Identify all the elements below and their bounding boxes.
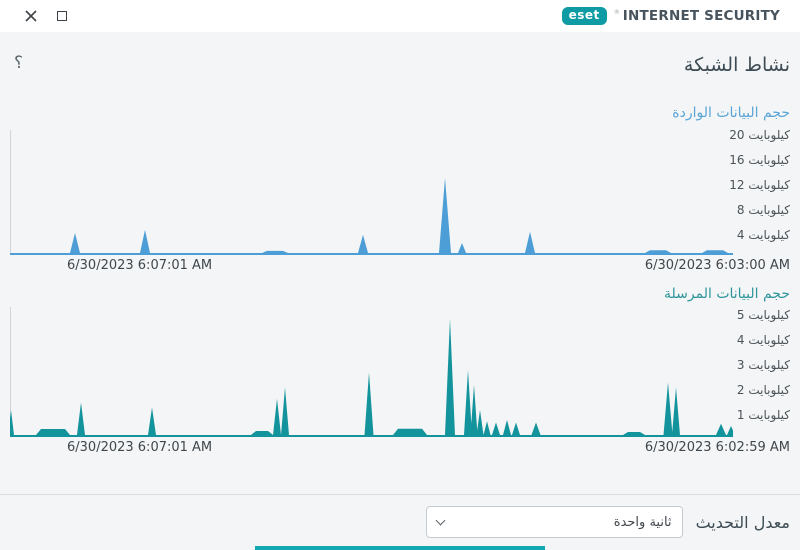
x-axis-end-time: 6/30/2023 6:02:59 AM bbox=[644, 440, 790, 455]
incoming-chart-y-axis-labels: 20 كيلوبايت 16 كيلوبايت 12 كيلوبايت 8 كيلوب… bbox=[729, 128, 790, 255]
bottom-accent-bar bbox=[255, 546, 545, 550]
sent-chart-x-axis: 6/30/2023 6:07:01 AM 6/30/2023 6:02:59 A… bbox=[67, 440, 790, 456]
close-button[interactable] bbox=[24, 9, 38, 23]
sent-data-section: حجم البيانات المرسلة 5 كيلوبايت 4 كيلوباي… bbox=[10, 286, 790, 456]
x-axis-start-time: 6/30/2023 6:07:01 AM bbox=[67, 440, 213, 455]
chevron-down-icon bbox=[435, 515, 446, 526]
incoming-chart-title: حجم البيانات الواردة bbox=[672, 105, 790, 121]
sent-chart-plot-area bbox=[10, 307, 733, 437]
registered-mark: ® bbox=[613, 9, 620, 16]
refresh-rate-label: معدل التحديث bbox=[695, 512, 790, 532]
y-axis-tick-label: 1 كيلوبايت bbox=[736, 408, 790, 422]
help-icon[interactable]: ؟ bbox=[10, 53, 27, 73]
x-axis-start-time: 6/30/2023 6:07:01 AM bbox=[67, 258, 213, 273]
y-axis-tick-label: 3 كيلوبايت bbox=[736, 358, 790, 372]
footer: معدل التحديث ثانية واحدة bbox=[0, 494, 800, 550]
content-area: نشاط الشبكة ؟ حجم البيانات الواردة 20 كي… bbox=[0, 52, 800, 456]
y-axis-tick-label: 2 كيلوبايت bbox=[736, 383, 790, 397]
eset-logo-text: eset bbox=[568, 8, 600, 22]
incoming-chart-plot-area bbox=[10, 130, 733, 255]
close-icon bbox=[25, 10, 37, 22]
maximize-button[interactable] bbox=[55, 9, 69, 23]
y-axis-tick-label: 8 كيلوبايت bbox=[736, 203, 790, 217]
x-axis-end-time: 6/30/2023 6:03:00 AM bbox=[644, 258, 790, 273]
y-axis-tick-label: 4 كيلوبايت bbox=[736, 333, 790, 347]
eset-logo: eset bbox=[561, 7, 607, 25]
sent-chart-title: حجم البيانات المرسلة bbox=[664, 286, 790, 302]
refresh-rate-value: ثانية واحدة bbox=[613, 514, 672, 530]
brand: eset ® INTERNET SECURITY bbox=[561, 7, 780, 25]
sent-data-chart: 5 كيلوبايت 4 كيلوبايت 3 كيلوبايت 2 كيلوبايت… bbox=[10, 307, 790, 437]
y-axis-tick-label: 20 كيلوبايت bbox=[729, 128, 790, 142]
window-controls bbox=[24, 9, 69, 23]
sent-chart-y-axis-labels: 5 كيلوبايت 4 كيلوبايت 3 كيلوبايت 2 كيلوبايت… bbox=[733, 307, 790, 437]
page-header: نشاط الشبكة ؟ bbox=[10, 52, 790, 80]
maximize-icon bbox=[57, 11, 67, 21]
incoming-data-chart: 20 كيلوبايت 16 كيلوبايت 12 كيلوبايت 8 كيلوب… bbox=[10, 128, 790, 255]
y-axis-tick-label: 4 كيلوبايت bbox=[736, 228, 790, 242]
refresh-rate-select[interactable]: ثانية واحدة bbox=[425, 506, 683, 538]
y-axis-tick-label: 12 كيلوبايت bbox=[729, 178, 790, 192]
y-axis-tick-label: 16 كيلوبايت bbox=[729, 153, 790, 167]
incoming-data-section: حجم البيانات الواردة 20 كيلوبايت 16 كيلوب… bbox=[10, 105, 790, 274]
page-title: نشاط الشبكة bbox=[683, 54, 790, 76]
incoming-chart-x-axis: 6/30/2023 6:07:01 AM 6/30/2023 6:03:00 A… bbox=[67, 258, 790, 274]
y-axis-tick-label: 5 كيلوبايت bbox=[736, 308, 790, 322]
brand-product-name: INTERNET SECURITY bbox=[622, 8, 780, 24]
titlebar: eset ® INTERNET SECURITY bbox=[0, 0, 800, 32]
